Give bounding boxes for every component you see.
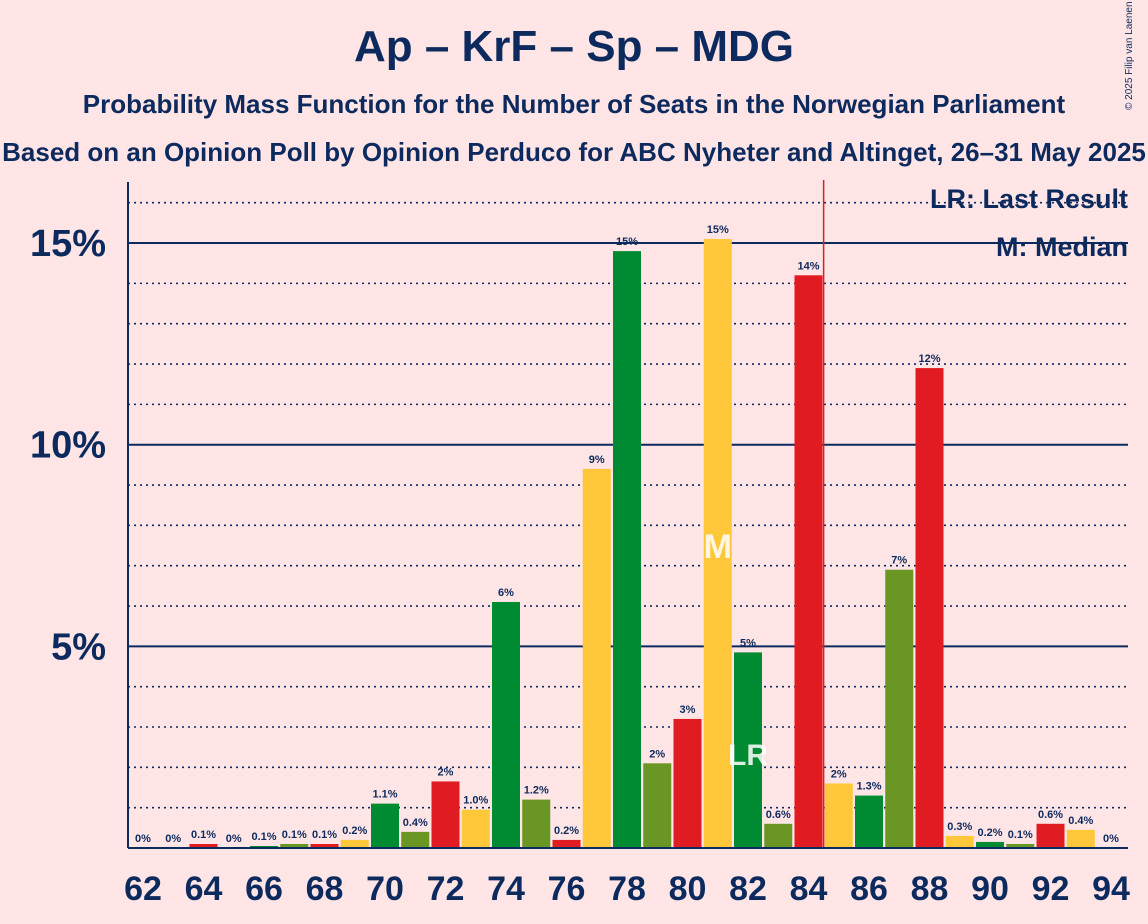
bar-89 [945,835,974,848]
y-tick-label: 15% [30,223,106,265]
data-label: 12% [918,353,940,365]
x-tick-label: 84 [790,870,828,908]
data-label: 0.4% [403,817,428,829]
data-label: 0.2% [977,827,1002,839]
bar-67 [280,843,309,848]
bar-72 [431,781,460,848]
y-tick-label: 5% [51,626,106,668]
last-result-marker: LR [728,739,768,772]
x-tick-label: 66 [245,870,283,908]
x-tick-label: 78 [608,870,646,908]
data-label: 0.6% [766,809,791,821]
bar-79 [643,763,672,848]
data-label: 0.1% [282,829,307,841]
x-tick-label: 88 [911,870,949,908]
bar-69 [340,839,369,848]
data-label: 15% [707,224,729,236]
data-label: 0.6% [1038,809,1063,821]
data-label: 15% [616,236,638,248]
bar-92 [1036,823,1065,848]
x-tick-label: 70 [366,870,404,908]
labels: 5% 10% 15% 0% 0% 0.1% 0% 0.1% 0.1% 0.1% 0.2% 1.1% 0.… [30,223,1130,908]
bar-85 [824,783,853,848]
bar-73 [461,809,490,848]
bar-68 [310,843,339,848]
data-label: 0.2% [554,825,579,837]
bar-70 [371,803,399,848]
bar-83 [764,823,793,848]
bar-66 [250,845,278,848]
data-label: 0.4% [1068,815,1093,827]
data-label: 0% [226,833,242,845]
chart-title: Ap – KrF – Sp – MDG [353,22,795,71]
data-label: 3% [680,704,696,716]
bars [189,239,1095,849]
x-tick-label: 80 [669,870,707,908]
data-label: 1.3% [856,781,881,793]
data-label: 7% [891,555,907,567]
bar-81 [703,239,732,849]
axes [127,180,1128,849]
y-tick-label: 10% [30,425,106,467]
x-tick-label: 64 [185,870,223,908]
data-label: 0.1% [251,831,276,843]
data-label: 1.0% [463,795,488,807]
chart-source-subtitle: Based on an Opinion Poll by Opinion Perd… [2,137,1146,167]
data-label: 0% [165,833,181,845]
x-tick-label: 94 [1092,870,1130,908]
bar-86 [855,795,883,848]
x-tick-label: 68 [306,870,344,908]
bar-75 [522,799,551,848]
data-label: 2% [438,766,454,778]
x-tick-label: 82 [729,870,767,908]
data-label: 2% [649,748,665,760]
bar-90 [976,841,1004,848]
data-label: 2% [831,768,847,780]
data-label: 0.1% [312,829,337,841]
median-marker: M [704,528,732,566]
bar-76 [552,839,581,848]
chart-subtitle: Probability Mass Function for the Number… [82,89,1066,119]
x-tick-label: 62 [124,870,162,908]
bar-74 [492,601,520,848]
bar-71 [401,831,430,848]
bar-91 [1006,843,1035,848]
bar-84 [794,275,823,849]
data-label: 0.1% [1008,829,1033,841]
bar-93 [1066,829,1095,848]
data-label: 0.2% [342,825,367,837]
bar-77 [582,468,611,848]
data-label: 1.2% [524,785,549,797]
data-label: 5% [740,637,756,649]
x-tick-label: 92 [1032,870,1070,908]
data-label: 0.3% [947,821,972,833]
x-tick-label: 74 [487,870,525,908]
bar-64 [189,843,218,848]
data-label: 0% [135,833,151,845]
legend-last-result: LR: Last Result [929,184,1128,214]
x-tick-label: 86 [850,870,888,908]
x-tick-label: 76 [548,870,586,908]
data-label: 9% [589,454,605,466]
bar-88 [915,368,944,848]
data-label: 14% [797,260,819,272]
x-tick-label: 90 [971,870,1009,908]
data-label: 1.1% [372,789,397,801]
data-label: 0.1% [191,829,216,841]
legend-median: M: Median [996,232,1128,262]
data-label: 0% [1103,833,1119,845]
data-label: 6% [498,587,514,599]
bar-80 [673,718,702,848]
bar-78 [613,251,641,849]
bar-82 [734,652,762,848]
x-tick-label: 72 [427,870,465,908]
bar-87 [885,569,914,848]
